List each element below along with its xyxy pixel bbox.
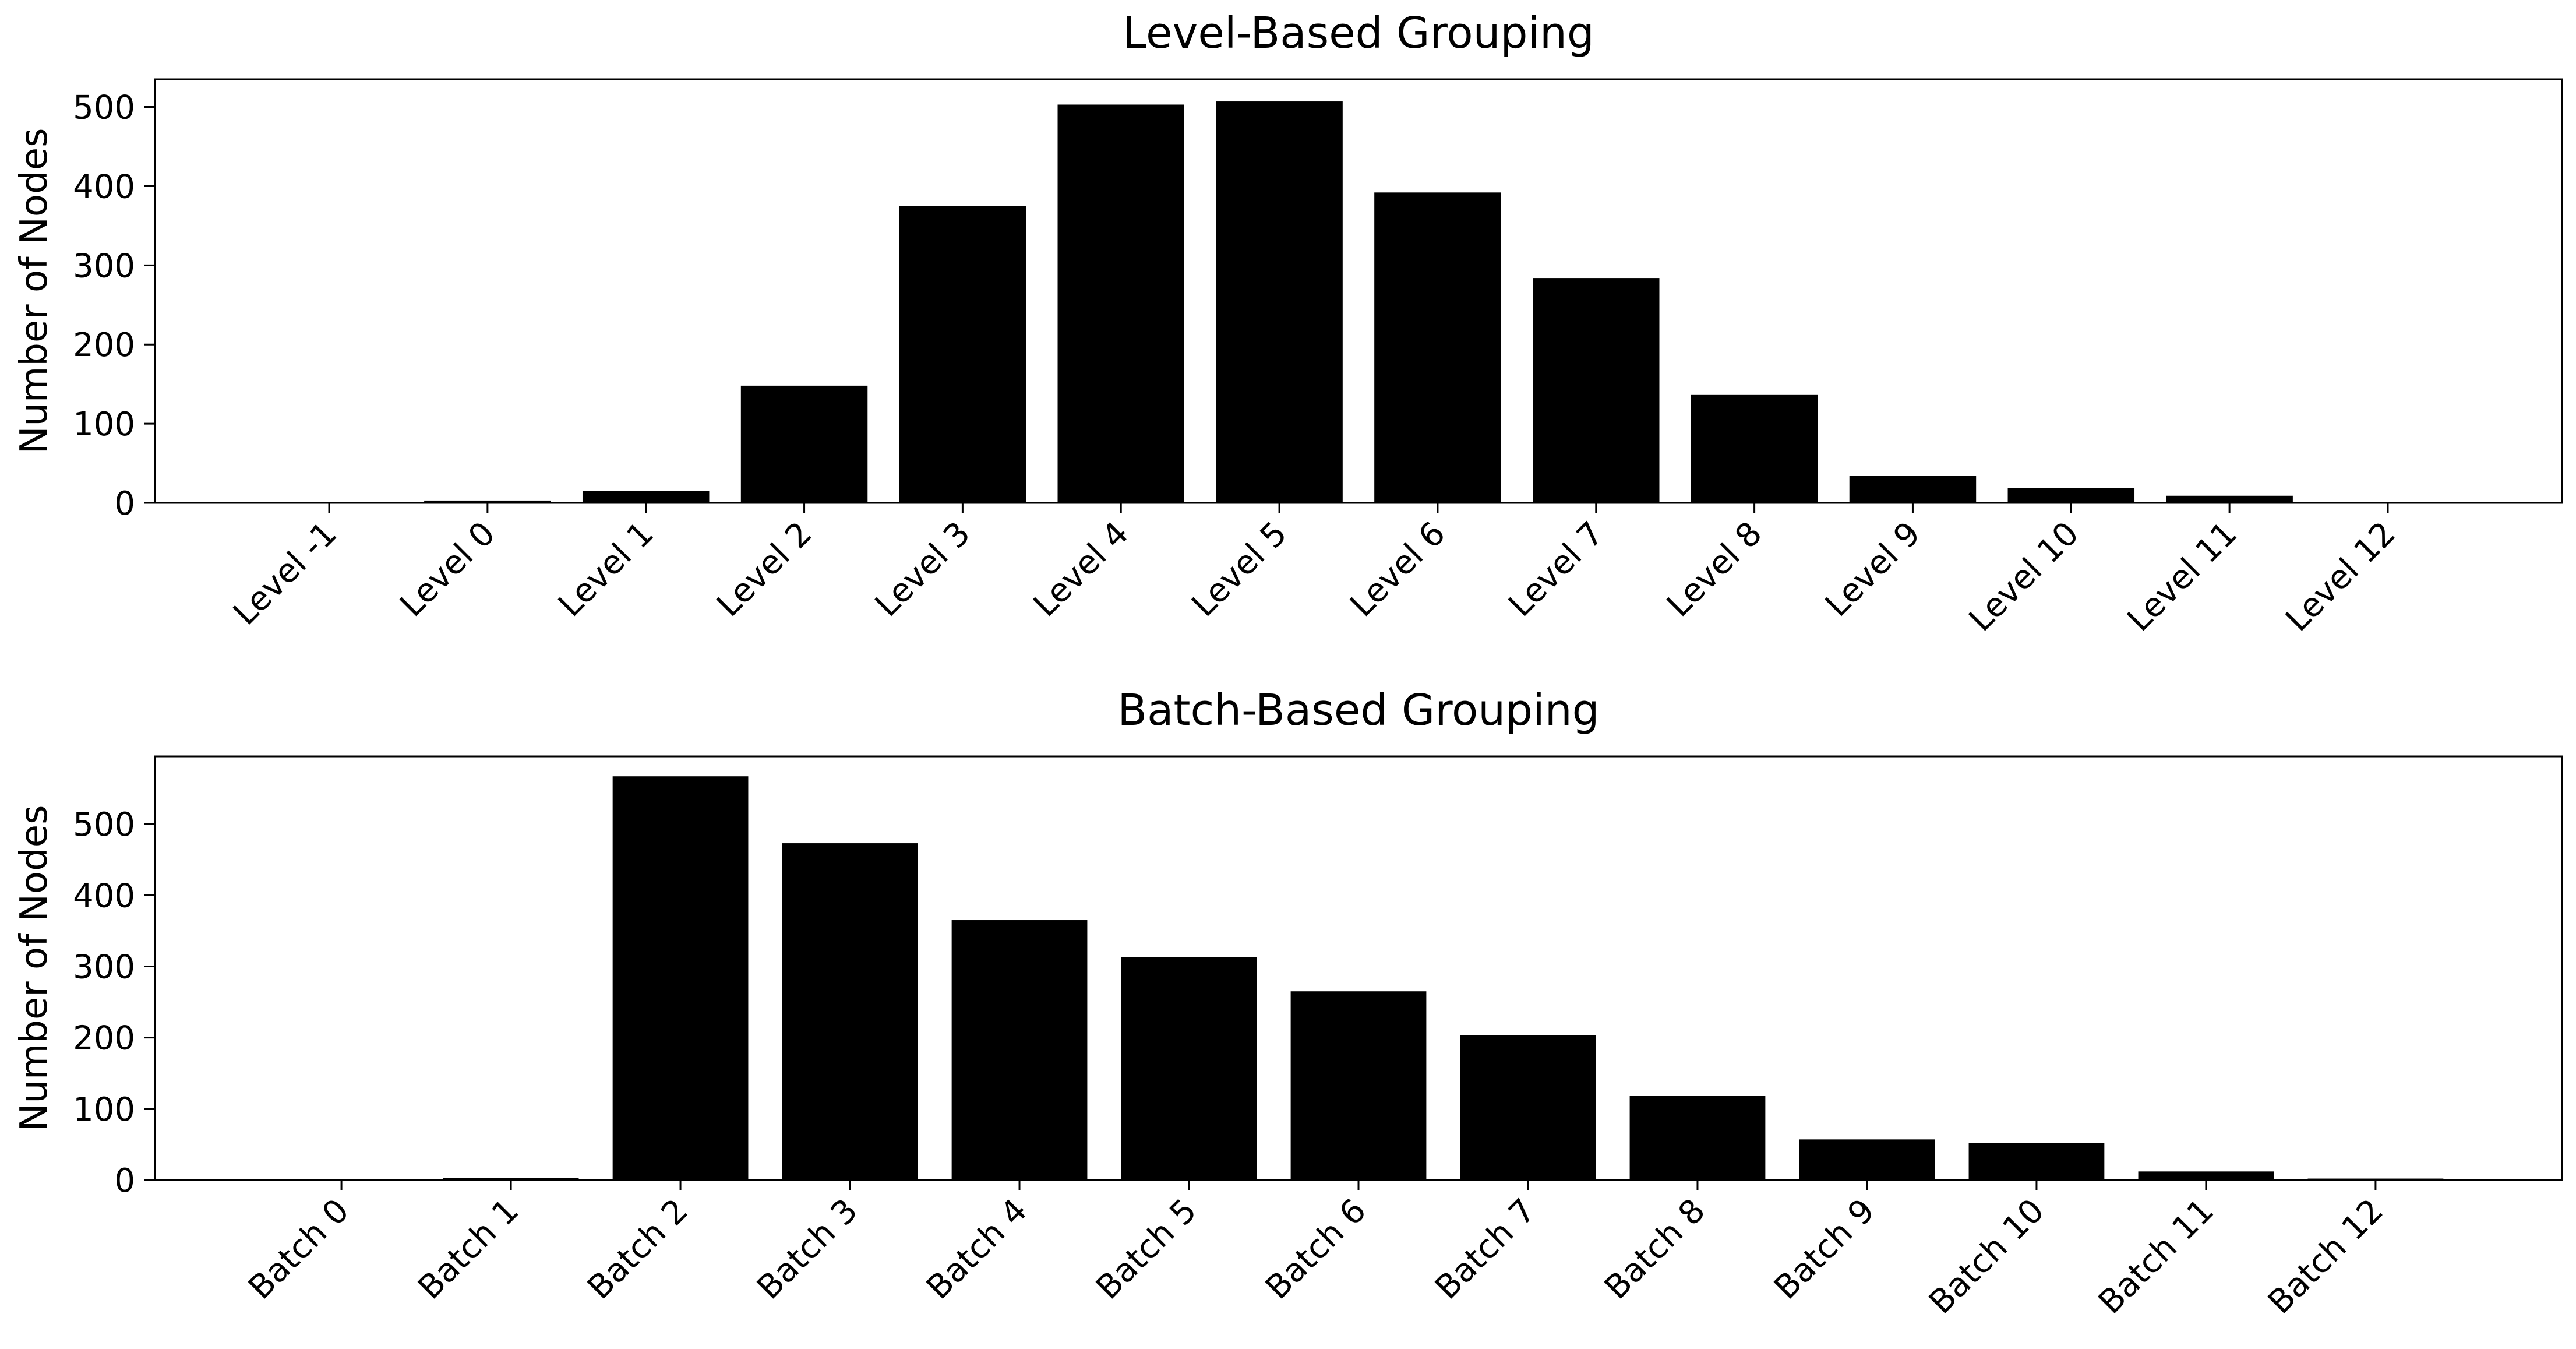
level-based-chart: Level-Based Grouping Number of Nodes 0 100 2… xyxy=(13,8,2563,639)
x-tick-label: Batch 9 xyxy=(1767,1192,1882,1307)
x-tick-label: Level 0 xyxy=(393,515,503,624)
bar xyxy=(740,385,868,503)
bar xyxy=(424,500,551,503)
bar xyxy=(899,206,1026,503)
x-tick-label: Level 3 xyxy=(868,515,978,624)
x-tick-label: Batch 6 xyxy=(1258,1192,1374,1307)
bar xyxy=(1460,1035,1596,1180)
y-tick-label: 500 xyxy=(73,806,135,844)
x-tick-label: Batch 11 xyxy=(2091,1192,2221,1322)
bar xyxy=(443,1178,579,1180)
bar xyxy=(1629,1096,1766,1180)
y-axis-title: Number of Nodes xyxy=(13,805,56,1132)
bar xyxy=(782,843,918,1180)
bar xyxy=(1216,101,1343,503)
batch-based-chart: Batch-Based Grouping Number of Nodes 0 100 2… xyxy=(13,685,2563,1322)
y-tick-label: 400 xyxy=(73,877,135,915)
y-tick-label: 100 xyxy=(73,1091,135,1129)
y-tick-label: 100 xyxy=(73,406,135,443)
x-tick-label: Level 8 xyxy=(1660,515,1769,624)
x-tick-label: Batch 12 xyxy=(2261,1192,2391,1322)
y-tick-label: 500 xyxy=(73,89,135,127)
plot-frame xyxy=(154,78,2563,504)
bar xyxy=(1968,1143,2105,1180)
x-tick-label: Level -1 xyxy=(226,515,344,633)
x-tick-label: Level 4 xyxy=(1026,515,1136,624)
bar xyxy=(1849,476,1977,503)
bar xyxy=(612,776,749,1180)
x-tick-label: Level 1 xyxy=(551,515,661,624)
x-tick-label: Level 11 xyxy=(2120,515,2245,639)
y-tick-label: 300 xyxy=(73,948,135,986)
x-tick-label: Level 7 xyxy=(1501,515,1611,624)
bar xyxy=(2138,1171,2274,1180)
bar xyxy=(1121,957,1257,1180)
y-tick-label: 400 xyxy=(73,168,135,206)
y-tick-label: 300 xyxy=(73,247,135,285)
bar xyxy=(1290,991,1427,1180)
y-tick-label: 200 xyxy=(73,326,135,364)
bar xyxy=(1533,278,1660,503)
x-tick-label: Batch 3 xyxy=(750,1192,865,1307)
x-tick-label: Level 6 xyxy=(1343,515,1453,624)
bar xyxy=(1374,192,1501,503)
x-tick-label: Batch 10 xyxy=(1922,1192,2052,1322)
bar xyxy=(951,920,1088,1180)
x-tick-label: Batch 8 xyxy=(1597,1192,1713,1307)
y-tick-label: 0 xyxy=(114,1162,135,1200)
y-axis-title: Number of Nodes xyxy=(13,128,56,455)
bar xyxy=(2007,488,2135,503)
x-tick-label: Level 10 xyxy=(1962,515,2086,639)
x-tick-label: Batch 5 xyxy=(1089,1192,1204,1307)
chart-title: Batch-Based Grouping xyxy=(1117,685,1599,735)
bar xyxy=(1691,394,1818,503)
chart-title: Level-Based Grouping xyxy=(1123,8,1594,58)
y-tick-label: 200 xyxy=(73,1020,135,1058)
x-tick-label: Level 9 xyxy=(1818,515,1928,624)
x-tick-label: Level 2 xyxy=(710,515,819,624)
bar xyxy=(582,491,710,503)
bar xyxy=(1799,1139,1935,1180)
y-tick-label: 0 xyxy=(114,485,135,523)
x-tick-label: Level 5 xyxy=(1185,515,1294,624)
x-tick-label: Batch 0 xyxy=(241,1192,357,1307)
x-tick-label: Batch 1 xyxy=(411,1192,526,1307)
x-tick-label: Level 12 xyxy=(2278,515,2402,639)
bar xyxy=(1057,104,1184,503)
x-tick-label: Batch 7 xyxy=(1428,1192,1543,1307)
x-tick-label: Batch 4 xyxy=(919,1192,1035,1307)
bar xyxy=(2166,495,2293,503)
x-tick-label: Batch 2 xyxy=(580,1192,696,1307)
